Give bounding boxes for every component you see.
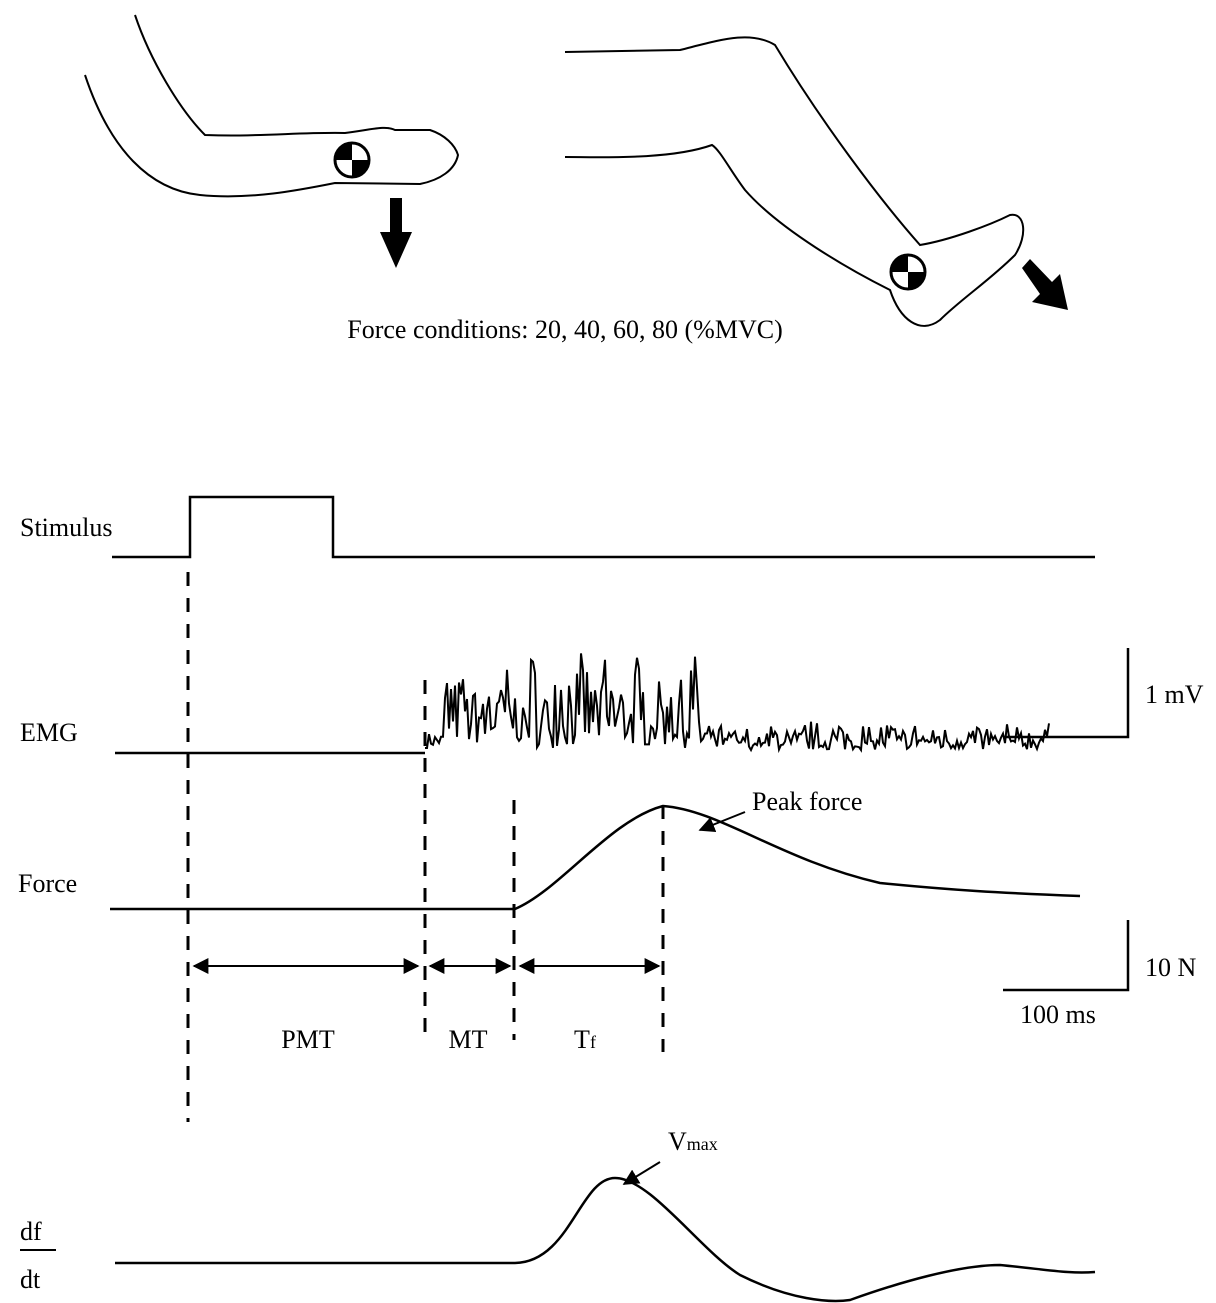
leg-illustration	[565, 37, 1068, 326]
label-main: T	[574, 1025, 590, 1054]
trace-label: df	[20, 1217, 42, 1246]
interval-label: PMT	[281, 1025, 335, 1054]
scale-bar	[1003, 648, 1128, 737]
trace-label: Force	[18, 869, 77, 898]
stimulus-trace	[112, 497, 1095, 557]
annotation-arrow	[624, 1162, 660, 1184]
interval-label: MT	[449, 1025, 488, 1054]
label-main: V	[668, 1127, 687, 1156]
interval-label: Tf	[574, 1025, 596, 1054]
emg-trace	[425, 653, 1049, 750]
trace-label: Stimulus	[20, 513, 112, 542]
derivative-trace	[115, 1178, 1095, 1301]
annotation: Peak force	[752, 787, 862, 816]
label-subscript: max	[687, 1134, 718, 1154]
trace-label: EMG	[20, 718, 78, 747]
annotation-arrow	[700, 812, 745, 830]
annotation: Vmax	[668, 1127, 718, 1156]
diagram: Force conditions: 20, 40, 60, 80 (%MVC) …	[0, 0, 1216, 1303]
label-subscript: f	[590, 1032, 596, 1052]
scale-label: 1 mV	[1145, 680, 1204, 709]
force-trace	[110, 806, 1080, 909]
trace-label: dt	[20, 1265, 41, 1294]
arm-illustration	[85, 15, 458, 268]
scale-label: 100 ms	[1020, 1000, 1096, 1029]
scale-label: 10 N	[1145, 953, 1197, 982]
scale-bar	[1003, 920, 1128, 990]
title: Force conditions: 20, 40, 60, 80 (%MVC)	[347, 315, 782, 344]
